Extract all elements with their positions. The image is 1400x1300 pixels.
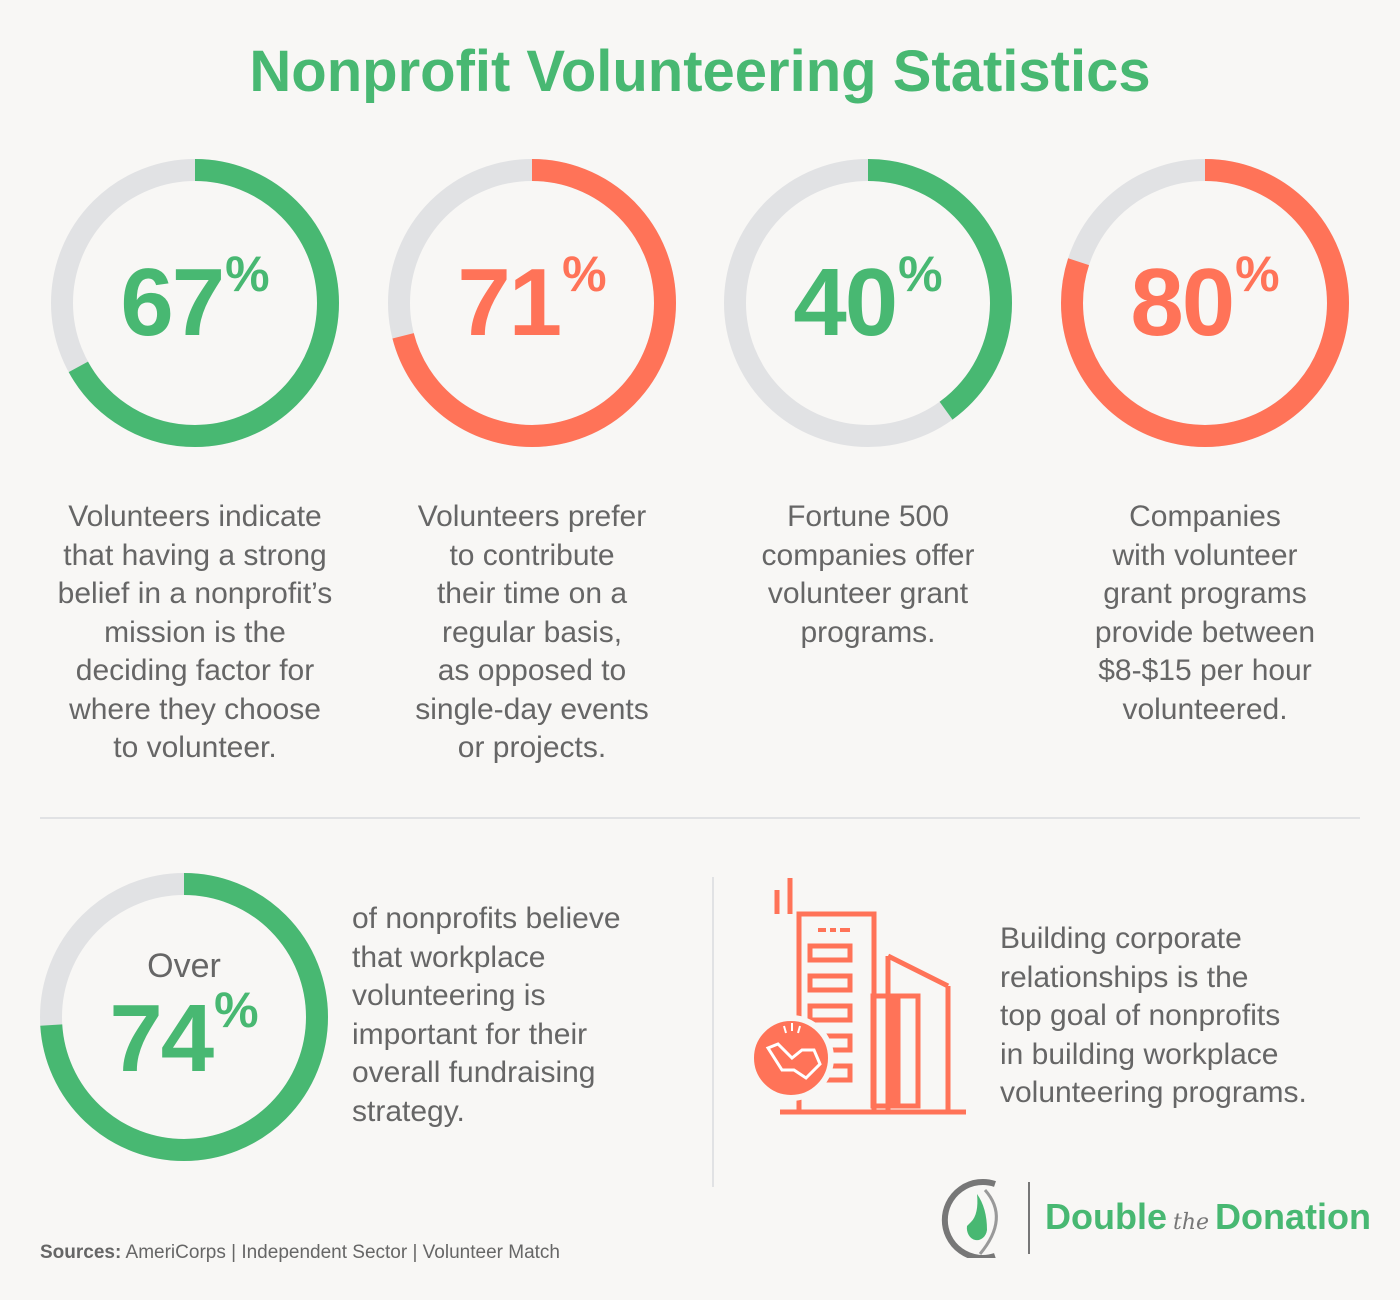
description-line: grant programs bbox=[1103, 577, 1307, 610]
description-line: of nonprofits believe bbox=[352, 902, 621, 935]
description-line: regular basis, bbox=[441, 615, 623, 649]
description-line: $8-$15 per hour bbox=[1098, 654, 1312, 687]
description-line: programs. bbox=[800, 615, 936, 649]
description-line: important for their bbox=[352, 1017, 588, 1051]
description-line: belief in a nonprofit’s bbox=[57, 577, 333, 610]
description-line: to contribute bbox=[449, 538, 615, 572]
description-line: where they choose bbox=[69, 692, 321, 726]
description-line: Companies bbox=[1129, 500, 1281, 533]
ring-progress bbox=[51, 159, 339, 447]
sources: Sources: AmeriCorps | Independent Sector… bbox=[40, 1242, 560, 1264]
description-line: strategy. bbox=[352, 1094, 465, 1128]
description-line: Volunteers prefer bbox=[417, 500, 647, 533]
description-line: that workplace bbox=[352, 940, 546, 974]
sources-label: Sources: bbox=[40, 1242, 122, 1263]
description-line: with volunteer bbox=[1112, 538, 1298, 572]
description-line: volunteer grant bbox=[767, 577, 969, 610]
description-line: volunteering is bbox=[352, 979, 546, 1012]
logo-text: Double bbox=[1045, 1196, 1167, 1237]
stat-description: Fortune 500 companies offer volunteer gran… bbox=[703, 498, 1033, 652]
description-line: companies offer bbox=[761, 538, 975, 572]
description-line: relationships is the bbox=[1000, 960, 1249, 994]
logo-mark-icon bbox=[941, 1179, 1030, 1258]
description-line: as opposed to bbox=[437, 654, 627, 687]
stat-ring-71: 71% bbox=[382, 153, 682, 453]
stat-ring-74: Over 74% bbox=[34, 867, 334, 1167]
divider bbox=[40, 817, 1360, 819]
stat-value: 74 bbox=[109, 985, 214, 1092]
stat-ring-80: 80% bbox=[1055, 153, 1355, 453]
building-handshake-icon bbox=[748, 878, 966, 1115]
stat-description: Volunteers indicate that having a strong b… bbox=[30, 498, 360, 768]
ring-progress bbox=[1061, 159, 1349, 447]
corporate-description: Building corporate relationships is the to… bbox=[1000, 920, 1307, 1113]
description-line: deciding factor for bbox=[75, 654, 315, 687]
description-line: single-day events bbox=[415, 692, 649, 726]
page-title: Nonprofit Volunteering Statistics bbox=[249, 39, 1151, 104]
description-line: provide between bbox=[1094, 615, 1316, 649]
bottom-stat-description: of nonprofits believe that workplace volun… bbox=[352, 900, 621, 1131]
stat-ring-40: 40% bbox=[718, 153, 1018, 453]
stat-description: Companies with volunteer grant programs pro… bbox=[1040, 498, 1370, 729]
percent-sign: % bbox=[225, 246, 270, 302]
vertical-divider bbox=[712, 877, 714, 1187]
description-line: Fortune 500 bbox=[787, 500, 949, 533]
stat-value: 67 bbox=[120, 249, 225, 356]
percent-sign: % bbox=[214, 982, 259, 1038]
stat-ring-67: 67% bbox=[45, 153, 345, 453]
stat-value: 71 bbox=[457, 249, 562, 356]
double-the-donation-logo: Double the Donation bbox=[935, 1178, 1371, 1258]
percent-sign: % bbox=[1235, 246, 1280, 302]
description-line: overall fundraising bbox=[352, 1056, 596, 1089]
logo-text-the: the bbox=[1173, 1210, 1210, 1235]
description-line: top goal of nonprofits bbox=[1000, 999, 1281, 1032]
description-line: Volunteers indicate bbox=[68, 500, 322, 533]
description-line: in building workplace bbox=[1000, 1037, 1279, 1071]
stat-value: 80 bbox=[1130, 249, 1235, 356]
description-line: volunteering programs. bbox=[1000, 1076, 1307, 1109]
percent-sign: % bbox=[898, 246, 943, 302]
ring-progress bbox=[40, 873, 328, 1161]
ring-progress bbox=[388, 159, 676, 447]
over-label: Over bbox=[147, 947, 221, 985]
description-line: their time on a bbox=[436, 577, 628, 610]
description-line: Building corporate bbox=[1000, 922, 1242, 955]
description-line: volunteered. bbox=[1122, 692, 1288, 726]
logo-text-2: Donation bbox=[1215, 1196, 1372, 1237]
description-line: that having a strong bbox=[63, 538, 327, 572]
ring-progress bbox=[724, 159, 1012, 447]
description-line: mission is the bbox=[104, 615, 286, 649]
stat-value: 40 bbox=[793, 249, 898, 356]
description-line: or projects. bbox=[457, 731, 607, 764]
stat-description: Volunteers prefer to contribute their time… bbox=[367, 498, 697, 768]
description-line: to volunteer. bbox=[113, 731, 277, 764]
percent-sign: % bbox=[562, 246, 607, 302]
sources-text: AmeriCorps | Independent Sector | Volunt… bbox=[121, 1242, 560, 1263]
